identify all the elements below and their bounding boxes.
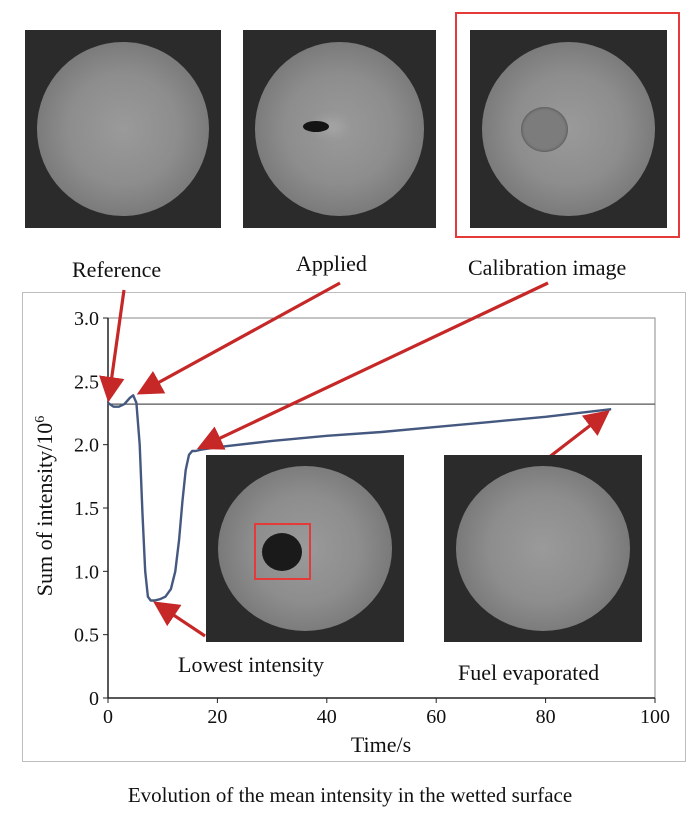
x-tick-label: 100 bbox=[640, 706, 670, 728]
annotation-arrow bbox=[153, 601, 206, 638]
figure-caption: Evolution of the mean intensity in the w… bbox=[127, 783, 573, 807]
annotation-arrow bbox=[136, 281, 341, 395]
lowest-intensity-photo bbox=[206, 455, 404, 642]
wet-spot-shape bbox=[521, 107, 568, 152]
calibration-label: Calibration image bbox=[468, 255, 627, 280]
x-tick-label: 60 bbox=[426, 706, 446, 728]
x-tick-label: 40 bbox=[317, 706, 337, 728]
annotation-arrow bbox=[196, 281, 549, 450]
x-tick-label: 0 bbox=[103, 706, 113, 728]
calibration-box bbox=[254, 523, 311, 580]
calibration-frame bbox=[455, 12, 680, 238]
x-axis-label: Time/s bbox=[351, 732, 411, 757]
calibration-photo bbox=[470, 30, 667, 228]
droplet-shape bbox=[303, 121, 329, 132]
y-tick-label: 0.5 bbox=[74, 625, 99, 647]
y-tick-label: 0 bbox=[89, 688, 99, 710]
y-tick-label: 1.5 bbox=[74, 498, 99, 520]
reference-photo bbox=[25, 30, 221, 228]
y-tick-label: 2.5 bbox=[74, 371, 99, 393]
annotation-arrow bbox=[99, 289, 126, 403]
x-tick-label: 20 bbox=[207, 706, 227, 728]
applied-label: Applied bbox=[296, 251, 367, 276]
reference-label: Reference bbox=[72, 257, 162, 282]
chart-frame bbox=[22, 292, 686, 762]
y-tick-label: 1.0 bbox=[74, 561, 99, 583]
dark-spot-shape bbox=[262, 533, 302, 571]
fuel-evaporated-label: Fuel evaporated bbox=[458, 660, 600, 685]
fuel-evaporated-photo bbox=[444, 455, 642, 642]
y-tick-label: 2.0 bbox=[74, 435, 99, 457]
annotation-arrow bbox=[547, 410, 610, 460]
lowest-intensity-label: Lowest intensity bbox=[178, 652, 325, 677]
intensity-series-line bbox=[107, 394, 612, 602]
y-tick-label: 3.0 bbox=[74, 308, 99, 330]
applied-photo bbox=[243, 30, 436, 228]
x-tick-label: 80 bbox=[536, 706, 556, 728]
y-axis-label: Sum of intensity/106 bbox=[32, 416, 57, 597]
